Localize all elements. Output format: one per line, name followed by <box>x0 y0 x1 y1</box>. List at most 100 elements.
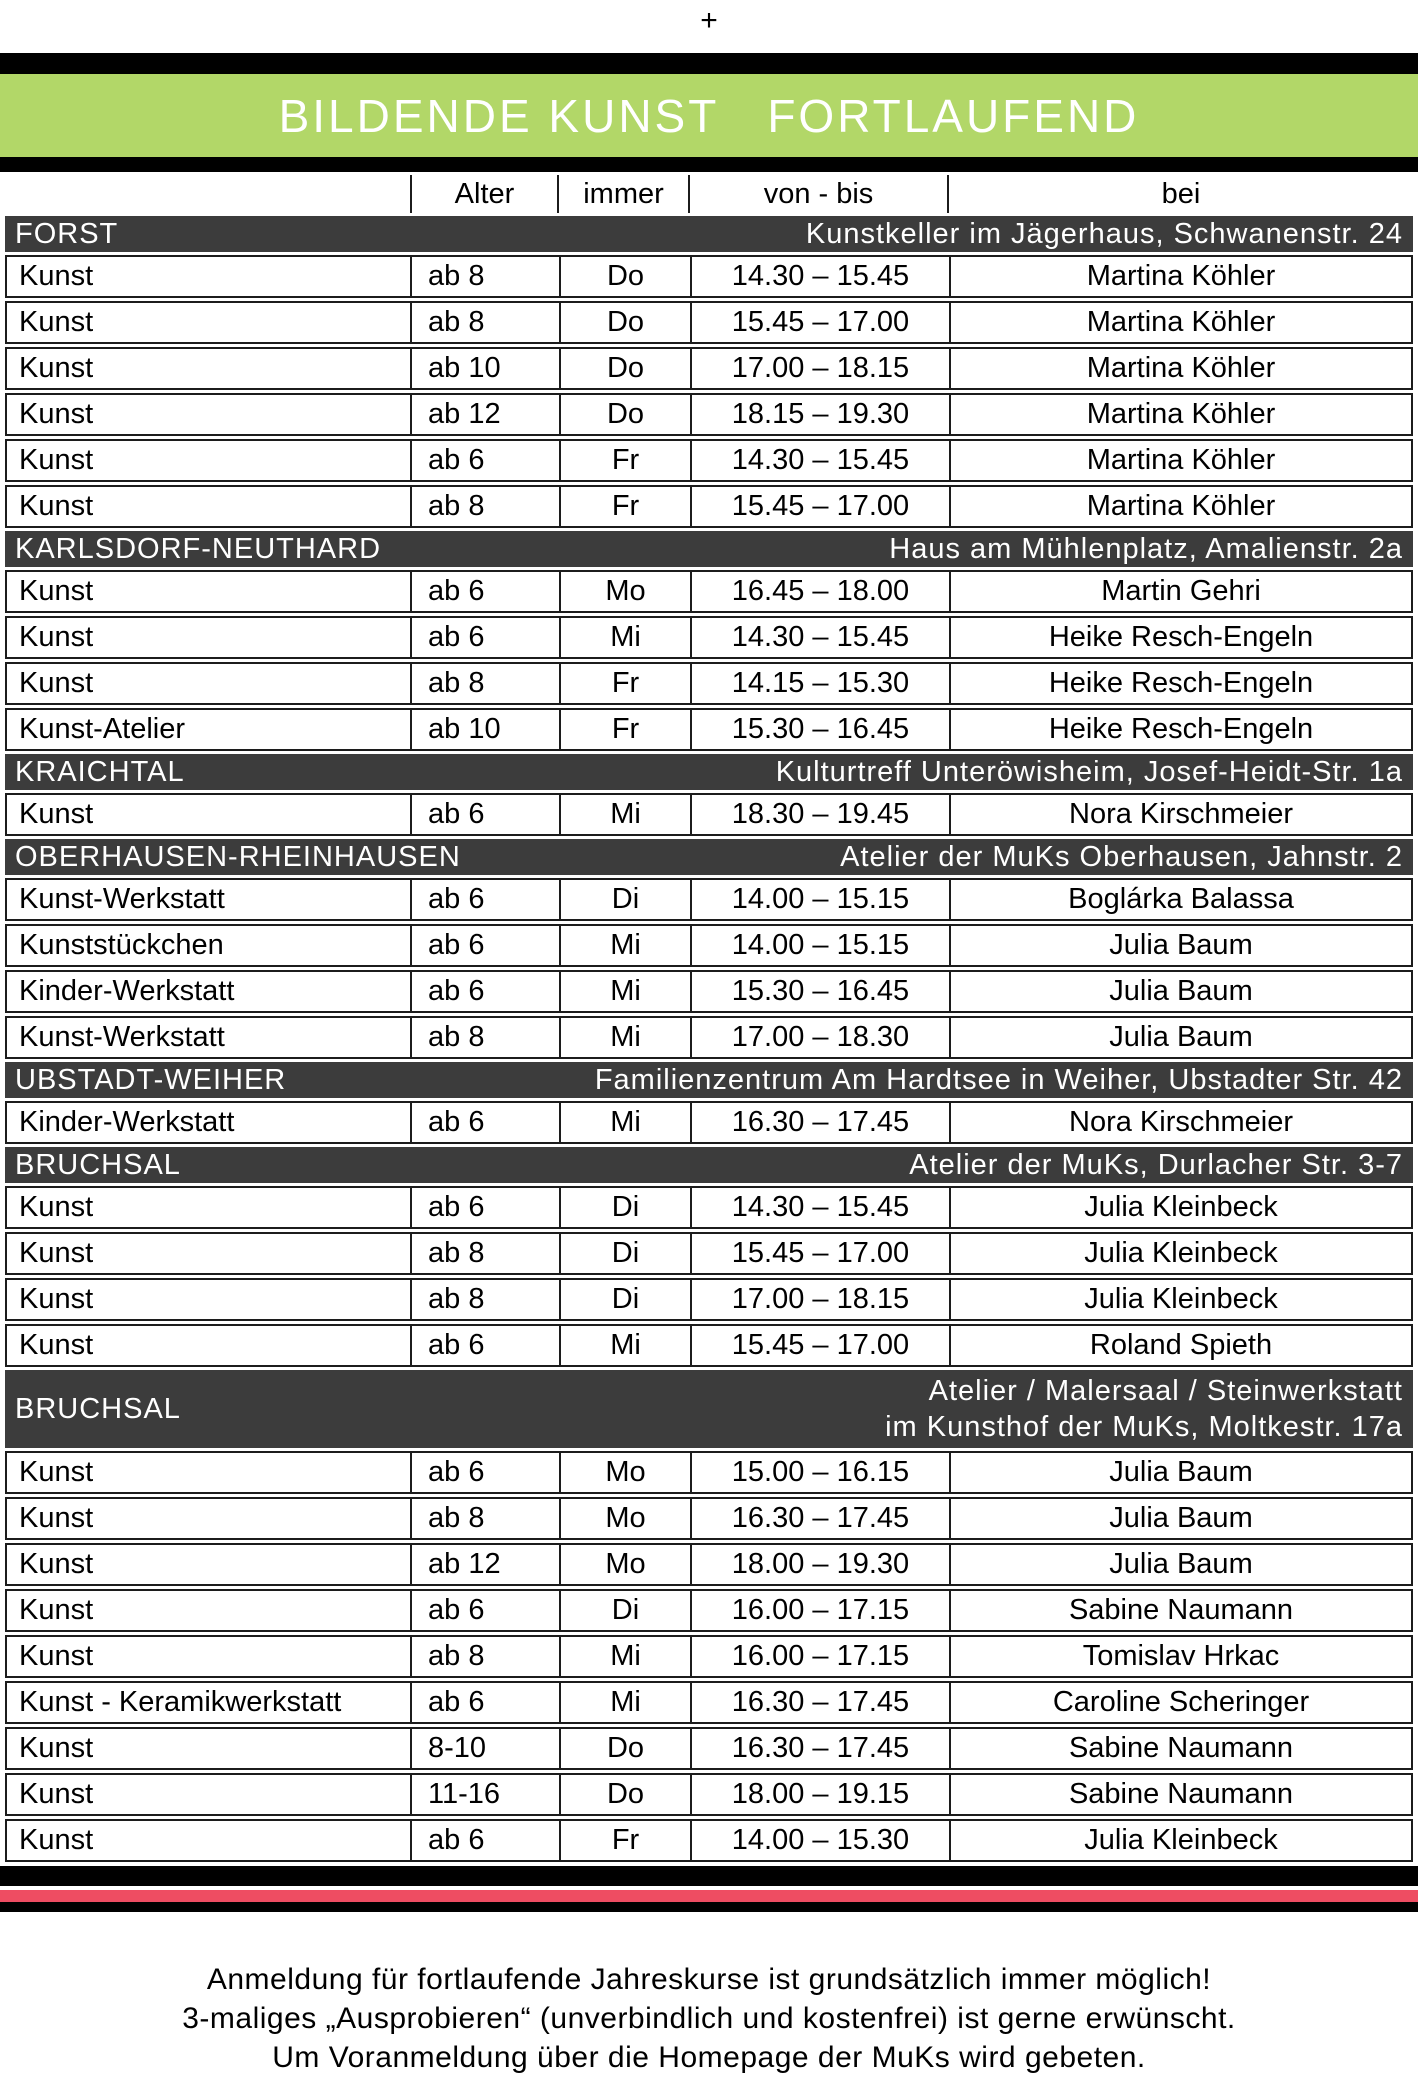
cell-age: ab 8 <box>410 1278 559 1321</box>
mid-black-stripe <box>0 157 1418 172</box>
cell-time: 15.30 – 16.45 <box>690 708 949 751</box>
course-row: Kunst ab 6 Di 16.00 – 17.15 Sabine Naumann <box>5 1589 1413 1632</box>
course-row: Kunst ab 6 Mi 15.45 – 17.00 Roland Spieth <box>5 1324 1413 1367</box>
cell-instructor: Heike Resch-Engeln <box>949 662 1413 705</box>
registration-note: Anmeldung für fortlaufende Jahreskurse i… <box>0 1960 1418 2077</box>
cell-instructor: Heike Resch-Engeln <box>949 708 1413 751</box>
cell-time: 17.00 – 18.15 <box>690 1278 949 1321</box>
bottom-black-stripe-1 <box>0 1866 1418 1886</box>
cell-day: Di <box>559 1232 690 1275</box>
cell-instructor: Martina Köhler <box>949 439 1413 482</box>
cell-age: ab 6 <box>410 1681 559 1724</box>
course-row: Kunst-Atelier ab 10 Fr 15.30 – 16.45 Heike R… <box>5 708 1413 751</box>
cell-day: Di <box>559 1186 690 1229</box>
cell-course: Kunst <box>5 1497 410 1540</box>
cell-course: Kunst <box>5 1773 410 1816</box>
course-row: Kunst - Keramikwerkstatt ab 6 Mi 16.30 – 17… <box>5 1681 1413 1724</box>
cell-day: Fr <box>559 1819 690 1862</box>
cell-day: Fr <box>559 662 690 705</box>
cell-age: ab 8 <box>410 1635 559 1678</box>
cell-instructor: Julia Baum <box>949 924 1413 967</box>
cell-course: Kunst <box>5 1451 410 1494</box>
section-location: Atelier der MuKs Oberhausen, Jahnstr. 2 <box>840 841 1403 873</box>
cell-course: Kunst-Werkstatt <box>5 878 410 921</box>
cell-age: ab 8 <box>410 255 559 298</box>
cell-day: Fr <box>559 708 690 751</box>
course-row: Kunst ab 8 Do 15.45 – 17.00 Martina Köhler <box>5 301 1413 344</box>
section-location: Atelier / Malersaal / Steinwerkstatt im K… <box>885 1375 1403 1443</box>
cell-time: 14.30 – 15.45 <box>690 1186 949 1229</box>
cell-course: Kunst <box>5 1819 410 1862</box>
note-line-1: Anmeldung für fortlaufende Jahreskurse i… <box>206 1963 1212 1996</box>
cell-time: 18.15 – 19.30 <box>690 393 949 436</box>
section-city: BRUCHSAL <box>15 1392 181 1425</box>
section-city: KRAICHTAL <box>15 755 185 788</box>
cell-time: 15.45 – 17.00 <box>690 1324 949 1367</box>
course-row: Kunst 8-10 Do 16.30 – 17.45 Sabine Naumann <box>5 1727 1413 1770</box>
section-location: Haus am Mühlenplatz, Amalienstr. 2a <box>889 533 1403 565</box>
header-day: immer <box>559 175 690 213</box>
cell-time: 15.45 – 17.00 <box>690 485 949 528</box>
section-location: Kulturtreff Unteröwisheim, Josef-Heidt-S… <box>775 756 1403 788</box>
cell-instructor: Julia Kleinbeck <box>949 1278 1413 1321</box>
cell-course: Kunst <box>5 1278 410 1321</box>
cell-course: Kunststückchen <box>5 924 410 967</box>
cell-course: Kinder-Werkstatt <box>5 1101 410 1144</box>
cell-time: 16.30 – 17.45 <box>690 1681 949 1724</box>
cell-age: 11-16 <box>410 1773 559 1816</box>
cell-age: ab 10 <box>410 347 559 390</box>
cell-course: Kunst-Atelier <box>5 708 410 751</box>
cell-age: ab 12 <box>410 393 559 436</box>
cell-age: ab 6 <box>410 439 559 482</box>
cell-time: 15.45 – 17.00 <box>690 1232 949 1275</box>
cell-time: 14.30 – 15.45 <box>690 616 949 659</box>
cell-day: Di <box>559 1278 690 1321</box>
section-city: UBSTADT-WEIHER <box>15 1063 287 1096</box>
cell-course: Kunst <box>5 301 410 344</box>
column-header-row: Alter immer von - bis bei <box>5 175 1413 213</box>
header-time: von - bis <box>690 175 949 213</box>
cell-age: ab 6 <box>410 1819 559 1862</box>
cell-age: ab 6 <box>410 616 559 659</box>
header-age: Alter <box>410 175 559 213</box>
section-location: Familienzentrum Am Hardtsee in Weiher, U… <box>594 1064 1403 1096</box>
section-city: FORST <box>15 217 119 250</box>
cell-instructor: Julia Baum <box>949 1016 1413 1059</box>
cell-day: Do <box>559 255 690 298</box>
cell-age: ab 8 <box>410 1016 559 1059</box>
course-row: Kunst ab 8 Di 15.45 – 17.00 Julia Kleinbeck <box>5 1232 1413 1275</box>
cell-instructor: Caroline Scheringer <box>949 1681 1413 1724</box>
cell-day: Fr <box>559 439 690 482</box>
course-table-body: FORST Kunstkeller im Jägerhaus, Schwanens… <box>5 216 1413 1862</box>
cell-age: ab 8 <box>410 1497 559 1540</box>
cell-course: Kinder-Werkstatt <box>5 970 410 1013</box>
cell-time: 14.00 – 15.15 <box>690 878 949 921</box>
cell-time: 18.30 – 19.45 <box>690 793 949 836</box>
cell-time: 17.00 – 18.30 <box>690 1016 949 1059</box>
course-row: Kunst ab 8 Mo 16.30 – 17.45 Julia Baum <box>5 1497 1413 1540</box>
cell-time: 14.15 – 15.30 <box>690 662 949 705</box>
crop-mark: + <box>700 4 718 37</box>
cell-day: Mi <box>559 1324 690 1367</box>
cell-time: 16.30 – 17.45 <box>690 1497 949 1540</box>
cell-instructor: Roland Spieth <box>949 1324 1413 1367</box>
cell-course: Kunst <box>5 439 410 482</box>
cell-time: 15.30 – 16.45 <box>690 970 949 1013</box>
cell-age: ab 6 <box>410 1589 559 1632</box>
cell-instructor: Julia Baum <box>949 1543 1413 1586</box>
cell-age: ab 6 <box>410 878 559 921</box>
cell-time: 14.00 – 15.15 <box>690 924 949 967</box>
section-city: KARLSDORF-NEUTHARD <box>15 532 382 565</box>
pink-stripe <box>0 1890 1418 1902</box>
section-row: OBERHAUSEN-RHEINHAUSEN Atelier der MuKs O… <box>5 839 1413 875</box>
header-course <box>5 175 410 213</box>
course-row: Kunst ab 8 Di 17.00 – 18.15 Julia Kleinbeck <box>5 1278 1413 1321</box>
cell-instructor: Martina Köhler <box>949 347 1413 390</box>
course-row: Kunst ab 12 Do 18.15 – 19.30 Martina Köhler <box>5 393 1413 436</box>
cell-day: Mi <box>559 1635 690 1678</box>
course-row: Kunst-Werkstatt ab 6 Di 14.00 – 15.15 Boglár… <box>5 878 1413 921</box>
cell-age: ab 10 <box>410 708 559 751</box>
cell-age: ab 6 <box>410 1324 559 1367</box>
cell-instructor: Martina Köhler <box>949 393 1413 436</box>
